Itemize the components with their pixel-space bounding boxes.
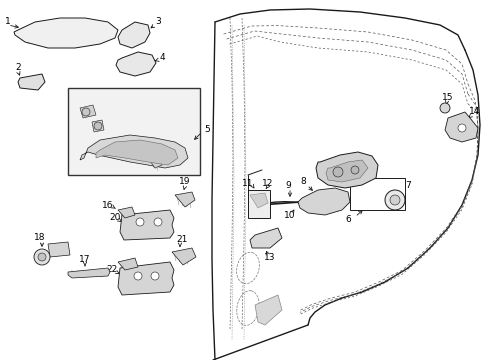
FancyBboxPatch shape xyxy=(248,190,270,218)
Circle shape xyxy=(351,166,359,174)
Polygon shape xyxy=(80,135,188,168)
Polygon shape xyxy=(48,242,70,257)
Circle shape xyxy=(151,272,159,280)
Polygon shape xyxy=(250,193,268,208)
Circle shape xyxy=(134,272,142,280)
Text: 10: 10 xyxy=(284,211,296,220)
Text: 17: 17 xyxy=(79,256,91,265)
Polygon shape xyxy=(118,22,150,48)
Text: 9: 9 xyxy=(285,180,291,189)
Polygon shape xyxy=(68,268,110,278)
Polygon shape xyxy=(118,207,135,218)
Circle shape xyxy=(385,190,405,210)
Polygon shape xyxy=(96,140,178,165)
Polygon shape xyxy=(92,120,104,132)
Circle shape xyxy=(333,167,343,177)
Text: 1: 1 xyxy=(5,18,11,27)
Text: 16: 16 xyxy=(102,201,114,210)
Circle shape xyxy=(390,195,400,205)
Text: 3: 3 xyxy=(155,18,161,27)
Text: 7: 7 xyxy=(405,180,411,189)
Circle shape xyxy=(94,122,102,130)
Circle shape xyxy=(440,103,450,113)
Text: 11: 11 xyxy=(242,179,254,188)
Text: 22: 22 xyxy=(106,266,118,274)
Polygon shape xyxy=(172,248,196,265)
Polygon shape xyxy=(116,52,156,76)
Polygon shape xyxy=(120,210,174,240)
FancyBboxPatch shape xyxy=(68,88,200,175)
Text: 13: 13 xyxy=(264,253,276,262)
Text: 20: 20 xyxy=(109,213,121,222)
Text: 6: 6 xyxy=(345,216,351,225)
Text: 8: 8 xyxy=(300,177,306,186)
Polygon shape xyxy=(14,18,118,48)
Text: 15: 15 xyxy=(442,94,454,103)
Polygon shape xyxy=(316,152,378,188)
Text: 4: 4 xyxy=(159,54,165,63)
Text: 21: 21 xyxy=(176,235,188,244)
Text: 14: 14 xyxy=(469,108,481,117)
Circle shape xyxy=(82,108,90,116)
Polygon shape xyxy=(298,188,350,215)
Text: 5: 5 xyxy=(204,126,210,135)
Polygon shape xyxy=(255,295,282,325)
Polygon shape xyxy=(18,74,45,90)
Circle shape xyxy=(34,249,50,265)
Circle shape xyxy=(154,218,162,226)
Polygon shape xyxy=(250,228,282,248)
Polygon shape xyxy=(80,105,96,118)
Polygon shape xyxy=(118,262,174,295)
Polygon shape xyxy=(326,160,368,182)
Text: 12: 12 xyxy=(262,179,274,188)
Text: 19: 19 xyxy=(179,177,191,186)
Circle shape xyxy=(38,253,46,261)
Polygon shape xyxy=(445,112,478,142)
Circle shape xyxy=(458,124,466,132)
Polygon shape xyxy=(148,155,162,168)
FancyBboxPatch shape xyxy=(350,178,405,210)
Polygon shape xyxy=(175,192,195,207)
Text: 18: 18 xyxy=(34,234,46,243)
Circle shape xyxy=(136,218,144,226)
Polygon shape xyxy=(118,258,138,270)
Text: 2: 2 xyxy=(15,63,21,72)
